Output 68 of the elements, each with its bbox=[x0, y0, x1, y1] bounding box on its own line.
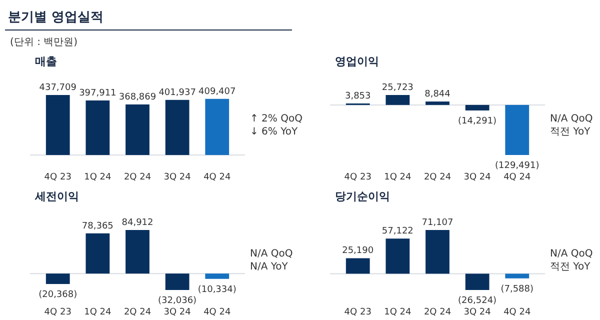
data-label: (32,036) bbox=[158, 296, 197, 306]
x-tick-label: 4Q 23 bbox=[344, 307, 372, 318]
data-label: 25,190 bbox=[342, 246, 374, 256]
x-tick-label: 1Q 24 bbox=[384, 307, 412, 318]
text: N/A QoQ bbox=[250, 248, 293, 260]
bar bbox=[465, 104, 490, 110]
data-label: 57,122 bbox=[382, 226, 414, 237]
chart-title: 당기순이익 bbox=[335, 190, 390, 203]
x-tick-label: 3Q 24 bbox=[164, 307, 192, 318]
bar bbox=[465, 274, 490, 290]
text: 적전 YoY bbox=[550, 126, 592, 138]
data-label: (20,368) bbox=[38, 290, 78, 300]
data-label: 409,407 bbox=[198, 86, 236, 97]
x-tick-label: 4Q 24 bbox=[204, 172, 231, 182]
text: ↑ 2% QoQ bbox=[250, 114, 303, 124]
x-tick-label: 2Q 24 bbox=[424, 172, 452, 182]
x-tick-label: 1Q 24 bbox=[84, 307, 112, 318]
data-label: (26,524) bbox=[458, 296, 497, 306]
x-tick-label: 4Q 23 bbox=[44, 307, 72, 318]
bar bbox=[426, 102, 450, 105]
text: ↓ 6% YoY bbox=[250, 126, 298, 138]
data-label: (129,491) bbox=[495, 161, 540, 171]
bar bbox=[505, 104, 530, 155]
text: N/A QoQ bbox=[550, 248, 593, 260]
chart-title: 매출 bbox=[35, 55, 57, 68]
text: N/A QoQ bbox=[550, 114, 593, 124]
bar bbox=[126, 104, 150, 155]
data-label: 8,844 bbox=[424, 90, 451, 100]
text: (단위 : 백만원) bbox=[10, 37, 78, 48]
x-tick-label: 2Q 24 bbox=[124, 307, 152, 318]
text: 적전 YoY bbox=[550, 262, 592, 272]
text: 분기별 영업실적 bbox=[8, 10, 104, 25]
bar bbox=[165, 100, 190, 155]
x-tick-label: 3Q 24 bbox=[464, 172, 492, 182]
data-label: (10,334) bbox=[198, 284, 236, 295]
x-tick-label: 1Q 24 bbox=[384, 172, 412, 182]
x-tick-label: 4Q 24 bbox=[504, 172, 531, 182]
chart-title: 세전이익 bbox=[34, 190, 79, 203]
x-tick-label: 4Q 24 bbox=[204, 307, 231, 318]
bar bbox=[426, 230, 450, 274]
x-tick-label: 2Q 24 bbox=[424, 307, 452, 318]
x-tick-label: 4Q 23 bbox=[44, 172, 72, 182]
bar bbox=[386, 95, 410, 105]
data-label: (7,588) bbox=[500, 284, 534, 294]
bar bbox=[86, 100, 110, 155]
data-label: 25,723 bbox=[382, 83, 414, 93]
data-label: 84,912 bbox=[122, 218, 154, 228]
bar bbox=[505, 274, 530, 278]
chart-title: 영업이익 bbox=[335, 55, 379, 68]
x-tick-label: 3Q 24 bbox=[164, 172, 192, 182]
data-label: 437,709 bbox=[39, 83, 77, 93]
bar bbox=[386, 238, 410, 274]
data-label: (14,291) bbox=[458, 116, 497, 126]
data-label: 368,869 bbox=[118, 92, 156, 102]
x-tick-label: 2Q 24 bbox=[124, 172, 152, 182]
x-tick-label: 4Q 23 bbox=[344, 172, 372, 182]
bar bbox=[46, 95, 70, 155]
text: N/A YoY bbox=[250, 262, 289, 272]
data-label: 78,365 bbox=[82, 221, 114, 232]
data-label: 71,107 bbox=[422, 218, 454, 228]
x-tick-label: 1Q 24 bbox=[84, 172, 112, 182]
x-tick-label: 4Q 24 bbox=[504, 307, 531, 318]
bar bbox=[205, 98, 230, 155]
data-label: 401,937 bbox=[158, 88, 196, 98]
bar bbox=[346, 258, 370, 274]
data-label: 3,853 bbox=[344, 91, 371, 102]
data-label: 397,911 bbox=[79, 88, 116, 98]
x-tick-label: 3Q 24 bbox=[464, 307, 492, 318]
